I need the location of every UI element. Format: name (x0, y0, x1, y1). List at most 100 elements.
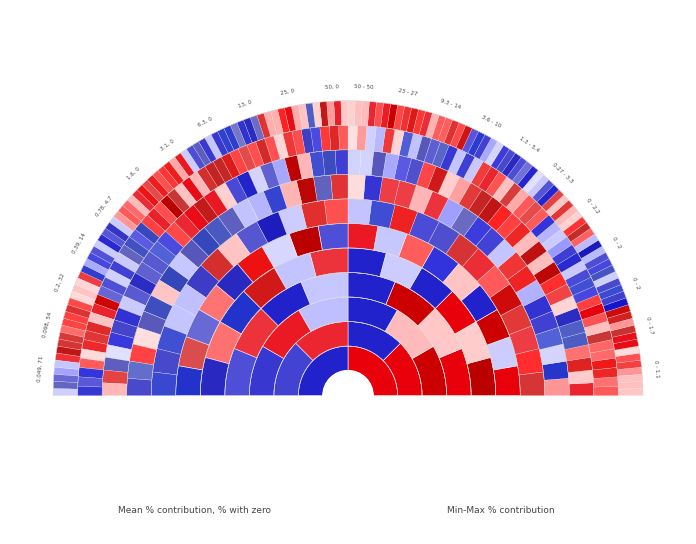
Wedge shape (542, 361, 569, 380)
Wedge shape (113, 211, 137, 232)
Wedge shape (56, 346, 81, 357)
Wedge shape (152, 170, 173, 193)
Wedge shape (109, 261, 135, 280)
Wedge shape (567, 222, 591, 242)
Wedge shape (54, 367, 79, 376)
Wedge shape (424, 139, 441, 165)
Wedge shape (264, 136, 280, 162)
Wedge shape (520, 241, 547, 265)
Wedge shape (389, 205, 418, 234)
Wedge shape (133, 327, 161, 350)
Wedge shape (383, 343, 422, 395)
Wedge shape (78, 367, 104, 379)
Wedge shape (313, 175, 333, 201)
Wedge shape (299, 297, 348, 331)
Wedge shape (409, 212, 439, 243)
Wedge shape (450, 122, 466, 148)
Wedge shape (118, 206, 141, 226)
Text: 0 - 2.2: 0 - 2.2 (585, 197, 600, 215)
Wedge shape (102, 383, 127, 395)
Wedge shape (292, 129, 306, 155)
Wedge shape (87, 252, 111, 270)
Wedge shape (382, 128, 395, 153)
Wedge shape (234, 308, 278, 358)
Wedge shape (217, 128, 234, 153)
Wedge shape (271, 109, 283, 135)
Wedge shape (142, 251, 169, 275)
Wedge shape (478, 197, 503, 224)
Text: 3.6 - 10: 3.6 - 10 (481, 114, 502, 129)
Wedge shape (432, 115, 446, 140)
Wedge shape (468, 131, 485, 156)
Wedge shape (90, 246, 115, 264)
Text: 13, 0: 13, 0 (238, 100, 253, 109)
Wedge shape (393, 105, 404, 131)
Wedge shape (615, 346, 640, 357)
Wedge shape (223, 125, 240, 151)
Wedge shape (225, 349, 257, 395)
Wedge shape (496, 149, 516, 173)
Wedge shape (506, 189, 529, 213)
Wedge shape (157, 231, 184, 256)
Wedge shape (419, 111, 432, 137)
Wedge shape (512, 162, 532, 185)
Wedge shape (507, 157, 527, 181)
Wedge shape (438, 118, 452, 143)
Wedge shape (164, 162, 184, 185)
Wedge shape (555, 206, 578, 226)
Wedge shape (301, 128, 314, 153)
Wedge shape (296, 177, 317, 205)
Wedge shape (361, 101, 370, 126)
Wedge shape (422, 246, 459, 282)
Wedge shape (412, 347, 447, 395)
Wedge shape (319, 126, 331, 151)
Wedge shape (477, 265, 510, 298)
Wedge shape (599, 285, 624, 300)
Wedge shape (539, 344, 567, 365)
Wedge shape (88, 312, 114, 328)
Wedge shape (416, 162, 436, 189)
Wedge shape (218, 207, 245, 237)
Wedge shape (205, 162, 225, 187)
Text: 0 - 2: 0 - 2 (612, 236, 622, 250)
Wedge shape (525, 208, 549, 231)
Wedge shape (385, 310, 434, 358)
Wedge shape (512, 231, 539, 256)
Wedge shape (147, 175, 168, 197)
Wedge shape (297, 153, 313, 179)
Wedge shape (579, 303, 605, 320)
Wedge shape (399, 234, 434, 268)
Wedge shape (369, 200, 395, 228)
Wedge shape (590, 349, 616, 361)
Wedge shape (285, 106, 296, 132)
Wedge shape (462, 249, 496, 281)
Wedge shape (456, 125, 473, 151)
Wedge shape (380, 253, 422, 289)
Wedge shape (225, 177, 248, 204)
Wedge shape (523, 295, 553, 320)
Wedge shape (97, 286, 123, 304)
Wedge shape (505, 222, 531, 248)
Text: 0.39, 14: 0.39, 14 (72, 232, 87, 254)
Wedge shape (596, 278, 621, 294)
Wedge shape (528, 175, 549, 197)
Wedge shape (487, 205, 512, 231)
Wedge shape (329, 126, 340, 150)
Wedge shape (299, 104, 309, 129)
Wedge shape (348, 150, 361, 175)
Wedge shape (569, 383, 594, 395)
Text: 50, 0: 50, 0 (325, 84, 339, 90)
Wedge shape (348, 199, 372, 225)
Wedge shape (594, 386, 618, 395)
Wedge shape (186, 310, 220, 345)
Wedge shape (94, 294, 120, 312)
Wedge shape (348, 248, 386, 277)
Wedge shape (152, 349, 181, 375)
Wedge shape (496, 213, 522, 239)
Wedge shape (574, 234, 599, 253)
Wedge shape (516, 280, 545, 306)
Wedge shape (605, 305, 631, 318)
Wedge shape (107, 332, 134, 350)
Text: 0.78, 4.7: 0.78, 4.7 (94, 195, 113, 218)
Wedge shape (310, 127, 322, 152)
